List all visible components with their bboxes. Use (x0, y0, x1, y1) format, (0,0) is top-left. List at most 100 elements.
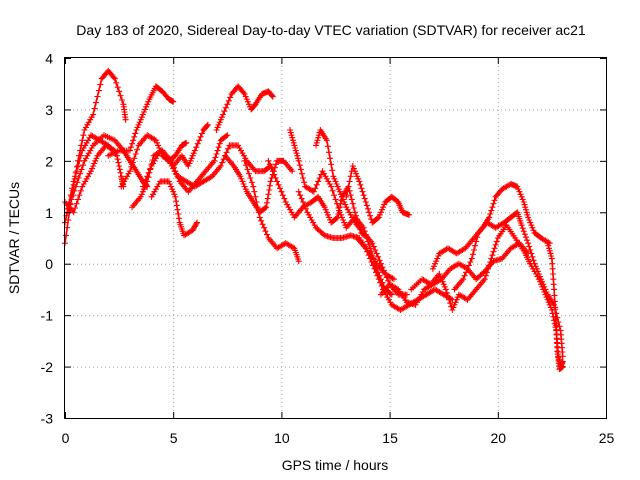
data-point (310, 219, 317, 226)
data-point (522, 204, 529, 211)
data-point (265, 157, 272, 164)
data-point (362, 245, 369, 252)
data-point (377, 260, 384, 267)
data-point (83, 175, 90, 182)
data-point (551, 292, 558, 299)
data-point (91, 105, 98, 112)
data-point (151, 136, 158, 143)
data-point (199, 130, 206, 137)
data-point (256, 214, 263, 221)
data-point (268, 164, 275, 171)
data-point (478, 271, 485, 277)
data-point (129, 159, 136, 166)
data-point (559, 358, 566, 365)
data-point (287, 129, 294, 136)
data-point (130, 137, 137, 144)
data-point (550, 281, 557, 288)
data-point (122, 175, 129, 182)
data-point (242, 93, 249, 100)
series-arc-9 (148, 178, 201, 239)
series-arc-12 (222, 152, 296, 216)
data-point (379, 264, 386, 271)
data-point (93, 155, 100, 162)
x-tick-label: 10 (274, 430, 290, 446)
data-point (216, 119, 223, 126)
data-point (131, 155, 138, 162)
data-point (530, 227, 537, 234)
data-point (317, 228, 324, 235)
data-point (362, 199, 369, 205)
data-point (215, 144, 222, 151)
data-point (328, 161, 335, 168)
data-point (142, 106, 149, 113)
data-point (488, 207, 495, 214)
data-point (288, 209, 295, 216)
data-point (247, 175, 254, 181)
y-tick-label: 0 (45, 256, 53, 272)
data-point (132, 130, 139, 137)
data-point (143, 103, 150, 110)
data-point (311, 222, 318, 229)
data-point (79, 183, 86, 190)
data-point (193, 144, 200, 151)
data-point (447, 300, 454, 307)
data-point (350, 205, 357, 211)
data-point (170, 188, 177, 195)
data-point (150, 160, 157, 167)
data-point (314, 226, 321, 232)
data-point (486, 214, 493, 221)
data-point (430, 263, 437, 270)
data-point (81, 157, 88, 164)
data-point (214, 124, 221, 131)
data-point (426, 280, 433, 287)
data-point (138, 191, 145, 198)
data-point (134, 146, 141, 153)
data-point (337, 211, 344, 218)
data-point (527, 219, 534, 226)
data-point (135, 121, 142, 128)
data-point (381, 201, 388, 208)
data-point (463, 269, 470, 276)
data-point (119, 181, 126, 187)
data-point (292, 147, 299, 154)
data-point (323, 175, 330, 182)
data-point (432, 260, 439, 267)
data-point (301, 202, 308, 209)
data-point (192, 222, 199, 229)
data-point (266, 161, 273, 168)
data-point (530, 257, 537, 264)
data-point (165, 178, 172, 185)
data-point (368, 259, 375, 265)
data-point (278, 188, 285, 195)
data-point (387, 290, 394, 297)
data-point (322, 173, 329, 180)
data-point (548, 255, 555, 262)
data-point (253, 199, 260, 205)
x-axis-label: GPS time / hours (282, 457, 389, 473)
data-point (370, 262, 377, 269)
data-point (549, 260, 556, 267)
data-point (211, 157, 218, 164)
data-point (261, 224, 268, 231)
data-point (312, 185, 319, 192)
data-point (265, 191, 272, 198)
data-point (372, 269, 379, 276)
data-point (549, 271, 556, 277)
data-point (351, 168, 358, 175)
data-point (551, 286, 558, 293)
data-point (523, 209, 530, 216)
data-point (279, 192, 286, 199)
data-point (74, 163, 81, 169)
data-point (450, 304, 457, 311)
data-point (87, 147, 94, 154)
data-point (272, 175, 279, 181)
data-point (217, 163, 224, 169)
series-arc-22 (429, 181, 553, 272)
data-point (314, 137, 321, 144)
data-point (545, 242, 552, 249)
data-point (327, 155, 334, 162)
data-point (371, 265, 378, 272)
data-point (360, 192, 367, 199)
data-point (337, 191, 344, 198)
data-point (174, 206, 181, 213)
